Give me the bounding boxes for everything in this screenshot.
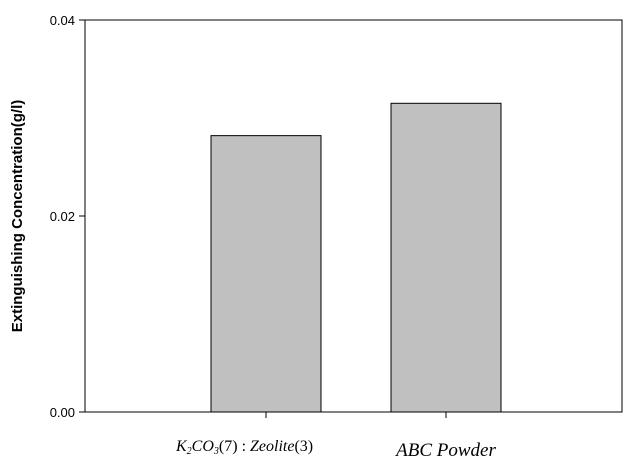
plot-frame [84, 19, 623, 413]
category-label-1: K2CO3(7) : Zeolite(3) [175, 438, 313, 457]
bar-1 [210, 135, 322, 413]
y-axis-ticks: 0.00 0.02 0.04 [50, 13, 85, 420]
y-tick-label: 0.04 [50, 13, 75, 28]
x-axis-ticks [265, 412, 447, 418]
category-label-2: ABC Powder [394, 440, 496, 460]
bar-2 [390, 102, 502, 413]
bars [210, 102, 502, 413]
y-axis-label: Extinguishing Concentration(g/l) [9, 100, 26, 333]
y-tick-label: 0.02 [50, 209, 75, 224]
y-tick-label: 0.00 [50, 405, 75, 420]
